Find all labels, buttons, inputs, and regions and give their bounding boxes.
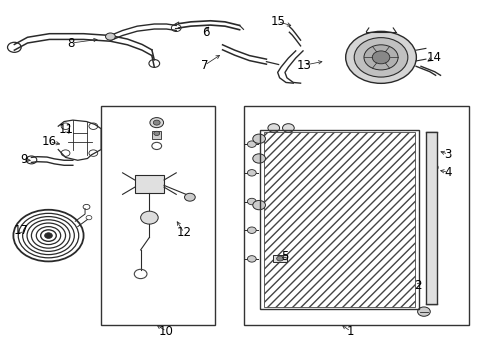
Circle shape [417, 307, 429, 316]
Circle shape [44, 233, 52, 238]
Text: 11: 11 [59, 123, 73, 136]
Text: 10: 10 [159, 325, 174, 338]
Bar [260, 130, 418, 309]
Circle shape [252, 201, 265, 210]
Circle shape [247, 256, 256, 262]
Text: 2: 2 [413, 279, 421, 292]
Circle shape [428, 143, 435, 148]
Circle shape [141, 211, 158, 224]
Circle shape [150, 118, 163, 128]
Bar [152, 131, 161, 139]
Text: 17: 17 [14, 224, 29, 237]
Circle shape [353, 38, 407, 77]
Text: 6: 6 [202, 26, 209, 39]
Text: 13: 13 [296, 59, 311, 72]
Circle shape [267, 124, 279, 132]
Circle shape [429, 165, 435, 170]
Text: 3: 3 [444, 148, 451, 161]
Bar [272, 255, 287, 262]
Circle shape [363, 45, 397, 70]
Circle shape [371, 51, 389, 64]
Bar [264, 132, 414, 307]
Text: 1: 1 [346, 325, 354, 338]
Bar [101, 107, 215, 325]
Circle shape [247, 227, 256, 233]
Circle shape [282, 124, 294, 132]
Circle shape [276, 256, 283, 261]
Ellipse shape [345, 31, 415, 84]
Bar [425, 132, 436, 304]
Circle shape [184, 193, 195, 201]
Bar [135, 175, 163, 193]
Text: 16: 16 [42, 135, 57, 148]
Circle shape [153, 120, 160, 125]
Text: 8: 8 [67, 36, 75, 50]
Circle shape [247, 198, 256, 205]
Circle shape [247, 170, 256, 176]
Circle shape [154, 131, 159, 135]
Circle shape [252, 134, 265, 143]
Text: 12: 12 [176, 226, 191, 239]
Bar [244, 107, 468, 325]
Text: 14: 14 [426, 51, 440, 64]
Circle shape [252, 154, 265, 163]
Text: 5: 5 [281, 250, 288, 263]
Text: 4: 4 [444, 166, 451, 179]
Circle shape [105, 33, 115, 40]
Circle shape [427, 163, 437, 171]
Text: 15: 15 [270, 15, 285, 28]
Circle shape [247, 141, 256, 147]
Text: 9: 9 [20, 153, 28, 166]
Text: 7: 7 [201, 59, 208, 72]
